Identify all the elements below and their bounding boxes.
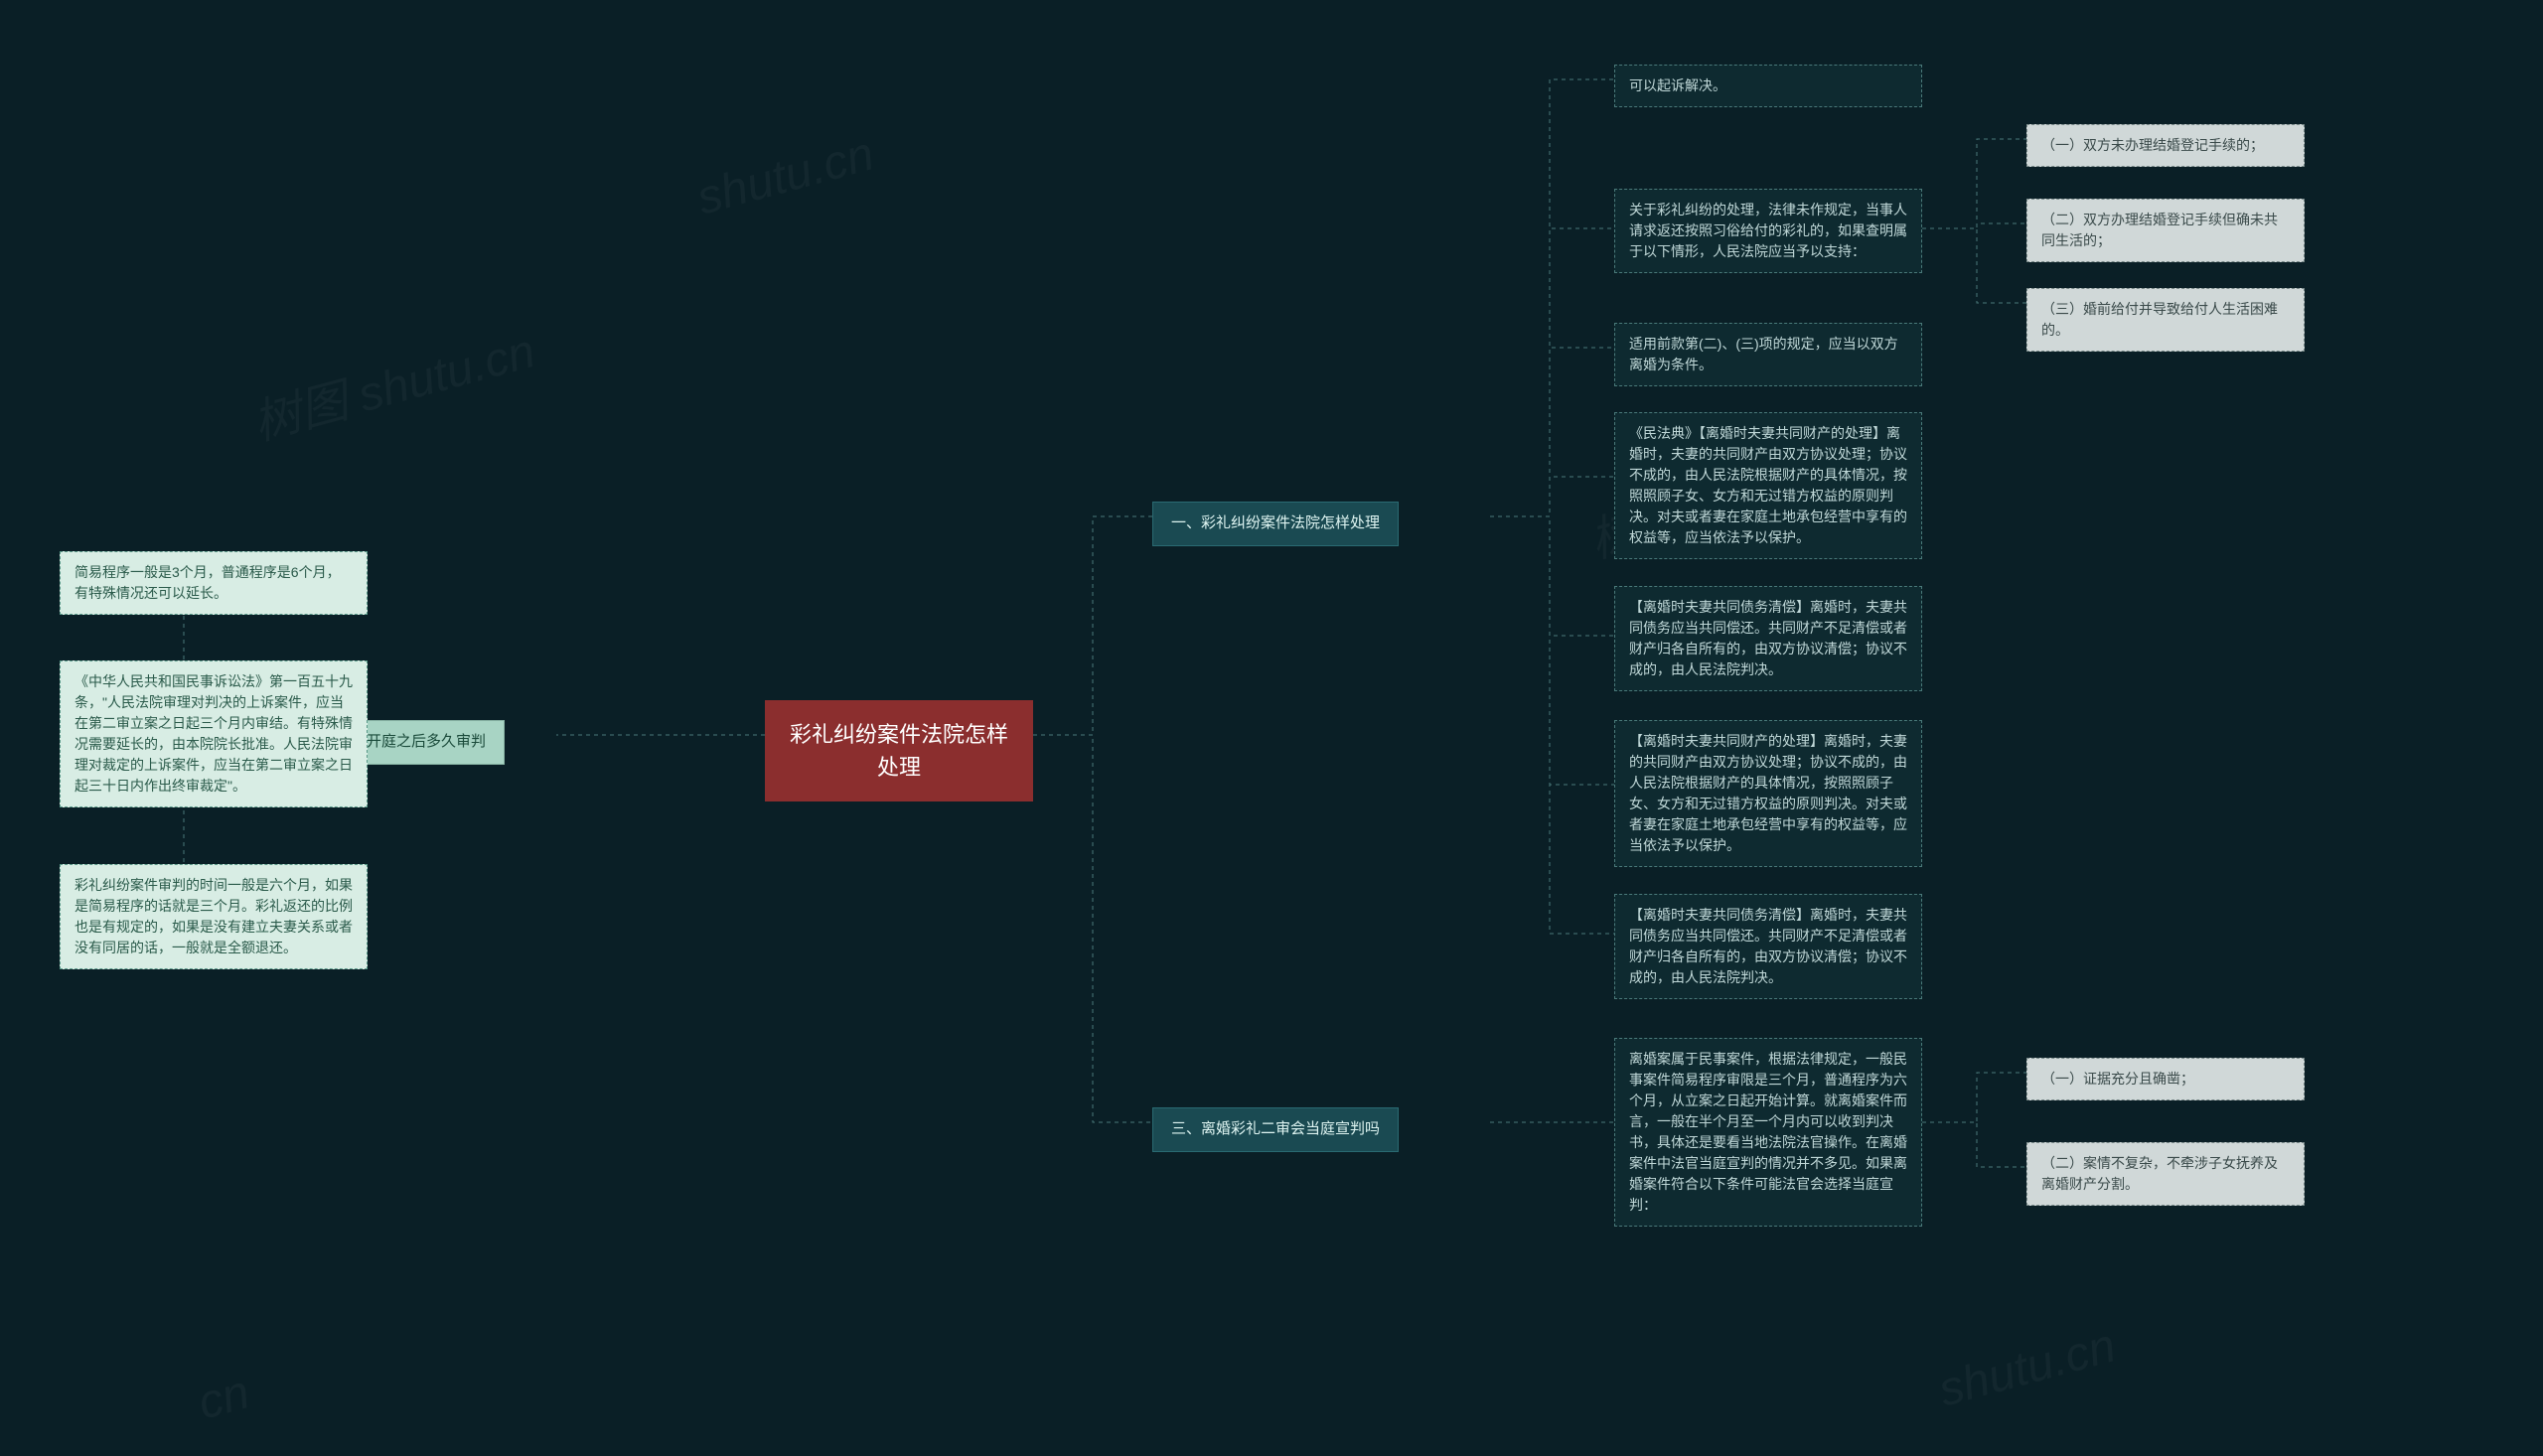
branch3-sub-1: （二）案情不复杂，不牵涉子女抚养及离婚财产分割。: [2026, 1142, 2305, 1206]
branch1-sub-1: （二）双方办理结婚登记手续但确未共同生活的；: [2026, 199, 2305, 262]
branch2-leaf-2: 彩礼纠纷案件审判的时间一般是六个月，如果是简易程序的话就是三个月。彩礼返还的比例…: [60, 864, 368, 969]
watermark: 树图 shutu.cn: [244, 312, 541, 454]
branch1-sub-2: （三）婚前给付并导致给付人生活困难的。: [2026, 288, 2305, 352]
branch-1: 一、彩礼纠纷案件法院怎样处理: [1152, 502, 1399, 546]
branch2-leaf-1: 《中华人民共和国民事诉讼法》第一百五十九条，"人民法院审理对判决的上诉案件，应当…: [60, 660, 368, 807]
branch-3: 三、离婚彩礼二审会当庭宣判吗: [1152, 1107, 1399, 1152]
watermark: cn: [193, 1365, 255, 1430]
branch1-leaf-4: 【离婚时夫妻共同债务清偿】离婚时，夫妻共同债务应当共同偿还。共同财产不足清偿或者…: [1614, 586, 1922, 691]
watermark: shutu.cn: [691, 126, 880, 225]
branch2-leaf-0: 简易程序一般是3个月，普通程序是6个月，有特殊情况还可以延长。: [60, 551, 368, 615]
branch1-leaf-2: 适用前款第(二)、(三)项的规定，应当以双方离婚为条件。: [1614, 323, 1922, 386]
branch1-leaf-1: 关于彩礼纠纷的处理，法律未作规定，当事人请求返还按照习俗给付的彩礼的，如果查明属…: [1614, 189, 1922, 273]
watermark: shutu.cn: [1933, 1318, 2122, 1417]
branch3-leaf-0: 离婚案属于民事案件，根据法律规定，一般民事案件简易程序审限是三个月，普通程序为六…: [1614, 1038, 1922, 1227]
branch1-leaf-0: 可以起诉解决。: [1614, 65, 1922, 107]
center-node: 彩礼纠纷案件法院怎样处理: [765, 700, 1033, 801]
branch3-sub-0: （一）证据充分且确凿；: [2026, 1058, 2305, 1100]
branch1-leaf-3: 《民法典》【离婚时夫妻共同财产的处理】离婚时，夫妻的共同财产由双方协议处理；协议…: [1614, 412, 1922, 559]
branch1-leaf-6: 【离婚时夫妻共同债务清偿】离婚时，夫妻共同债务应当共同偿还。共同财产不足清偿或者…: [1614, 894, 1922, 999]
branch1-leaf-5: 【离婚时夫妻共同财产的处理】离婚时，夫妻的共同财产由双方协议处理；协议不成的，由…: [1614, 720, 1922, 867]
branch1-sub-0: （一）双方未办理结婚登记手续的；: [2026, 124, 2305, 167]
